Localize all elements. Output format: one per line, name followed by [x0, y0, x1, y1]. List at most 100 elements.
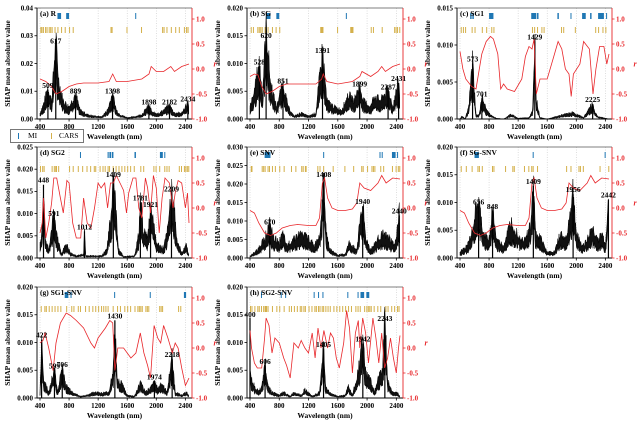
cars-band-mark	[563, 27, 565, 33]
mi-band-mark	[285, 292, 287, 298]
x-tick-label: 2400	[178, 402, 193, 410]
r-tick-label: 0.0	[407, 204, 416, 212]
x-tick-label: 1600	[331, 262, 346, 270]
peak-label: 1781	[133, 194, 148, 203]
cars-band-mark	[159, 166, 161, 172]
cars-band-mark	[608, 166, 610, 172]
mi-band-mark	[149, 292, 151, 298]
cars-band-mark	[107, 166, 109, 172]
y-tick-label: 0.005	[227, 236, 243, 244]
cars-band-mark	[537, 166, 539, 172]
cars-band-mark	[543, 27, 545, 33]
mi-band-mark	[134, 152, 136, 158]
x-tick-label: 800	[274, 123, 285, 131]
x-axis-label: Wavelength (nm)	[87, 271, 143, 280]
peak-label: 2209	[164, 185, 179, 194]
x-axis-label: Wavelength (nm)	[87, 132, 143, 141]
cars-band-mark	[513, 166, 515, 172]
cars-band-mark	[188, 166, 190, 172]
cars-band-mark	[303, 306, 305, 312]
r-tick-label: 1.0	[616, 154, 625, 162]
r-tick-label: 1.0	[196, 15, 205, 23]
cars-band-mark	[301, 166, 303, 172]
y-axis-label: SHAP mean absolute value	[213, 299, 222, 386]
cars-band-mark	[185, 166, 187, 172]
mi-band-mark	[345, 13, 347, 19]
cars-band-mark	[178, 166, 180, 172]
cars-band-mark	[126, 27, 128, 33]
cars-band-mark	[474, 27, 476, 33]
peak-label: 573	[467, 55, 479, 64]
cars-band-mark	[40, 166, 41, 172]
cars-band-mark	[44, 306, 46, 312]
cars-band-mark	[279, 166, 281, 172]
r-tick-label: -0.5	[407, 369, 419, 377]
peak-label: 2442	[601, 191, 616, 200]
cars-band-mark	[364, 306, 366, 312]
cars-band-mark	[54, 27, 56, 33]
cars-band-mark	[187, 27, 189, 33]
cars-band-mark	[181, 166, 183, 172]
r-tick-label: 0.5	[196, 319, 205, 327]
cars-band-mark	[380, 166, 382, 172]
y-tick-label: 0.020	[17, 283, 33, 291]
cars-band-mark	[69, 27, 71, 33]
cars-band-mark	[183, 166, 185, 172]
mi-band-mark	[135, 13, 137, 19]
cars-band-mark	[162, 27, 164, 33]
mi-band-mark	[598, 13, 604, 19]
r-tick-label: 1.0	[616, 15, 625, 23]
cars-band-mark	[145, 306, 147, 312]
cars-band-mark	[51, 166, 53, 172]
cars-band-mark	[387, 306, 389, 312]
cars-band-mark	[339, 306, 341, 312]
x-tick-label: 2000	[360, 123, 375, 131]
cars-band-mark	[110, 27, 112, 33]
mi-band-mark	[280, 292, 282, 298]
y-tick-label: 0.00	[21, 115, 34, 123]
peak-label: 509	[42, 81, 54, 90]
cars-band-mark	[314, 306, 316, 312]
cars-band-mark	[112, 306, 114, 312]
cars-band-mark	[163, 27, 165, 33]
mi-band-mark	[360, 292, 365, 298]
cars-band-mark	[260, 306, 262, 312]
cars-band-mark	[395, 27, 397, 33]
r-tick-label: 0.0	[196, 344, 205, 352]
x-tick-label: 1200	[302, 402, 317, 410]
panel-title: (c) SG1	[460, 9, 484, 18]
cars-band-mark	[478, 166, 480, 172]
cars-band-mark	[265, 306, 267, 312]
y-tick-label: 0.005	[437, 227, 453, 235]
cars-band-mark	[105, 306, 107, 312]
cars-band-mark	[271, 166, 273, 172]
y-tick-label: 0.03	[21, 32, 34, 40]
cars-band-mark	[140, 166, 142, 172]
legend-mi-swatch	[18, 133, 19, 139]
cars-band-mark	[317, 166, 319, 172]
cars-band-mark	[296, 306, 298, 312]
cars-band-mark	[465, 27, 467, 33]
panel-title: (g) SG1-SNV	[40, 288, 82, 297]
mi-band-mark	[111, 152, 114, 158]
panel-a: 400 800 1200 1600 2000 2400 Wavelength (nm) 0.0…	[3, 4, 217, 141]
peak-label: 1429	[527, 32, 542, 41]
cars-band-mark	[85, 306, 87, 312]
cars-band-mark	[93, 166, 95, 172]
cars-band-mark	[295, 166, 297, 172]
cars-band-mark	[183, 27, 185, 33]
y-tick-label: 0.030	[227, 143, 243, 151]
y-tick-label: 0.015	[437, 4, 453, 12]
panel-title: (a) R	[40, 9, 57, 18]
cars-band-mark	[321, 306, 323, 312]
cars-band-mark	[73, 306, 75, 312]
x-tick-label: 2000	[360, 402, 375, 410]
peak-label: 1408	[316, 170, 331, 179]
peak-label: 1942	[355, 335, 370, 344]
y-tick-label: 0.015	[437, 171, 453, 179]
x-tick-label: 2000	[569, 123, 584, 131]
cars-band-mark	[77, 166, 79, 172]
x-tick-label: 1600	[120, 123, 135, 131]
y-tick-label: 0.025	[227, 162, 243, 170]
cars-band-mark	[55, 166, 57, 172]
